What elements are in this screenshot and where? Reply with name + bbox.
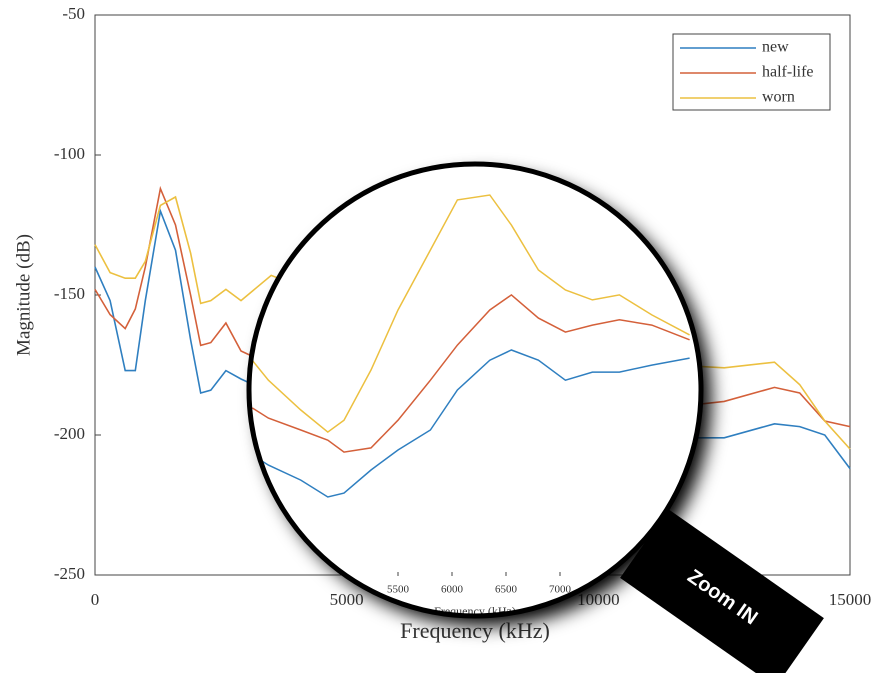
- x-tick-label: 0: [91, 590, 100, 609]
- y-tick-label: -50: [62, 4, 85, 23]
- legend-label: new: [762, 39, 789, 56]
- x-tick-label: 6500: [495, 584, 518, 596]
- y-tick-label: -250: [54, 564, 85, 583]
- chart: -50 -100 -150 -200 -250 0 5000 10000 15000 Freque…: [0, 0, 880, 673]
- y-tick-label: -200: [54, 424, 85, 443]
- x-tick-label: 15000: [829, 590, 872, 609]
- legend-label: worn: [762, 89, 795, 106]
- legend: new half-life worn: [673, 34, 830, 110]
- y-axis-label: Magnitude (dB): [13, 234, 34, 356]
- x-tick-label: 5500: [387, 584, 410, 596]
- x-tick-label: 5000: [330, 590, 364, 609]
- x-axis-label: Frequency (kHz): [400, 618, 550, 643]
- legend-label: half-life: [762, 64, 814, 81]
- y-tick-label: -150: [54, 284, 85, 303]
- y-tick-label: -100: [54, 144, 85, 163]
- x-tick-label: 6000: [441, 584, 464, 596]
- x-tick-label: 10000: [577, 590, 620, 609]
